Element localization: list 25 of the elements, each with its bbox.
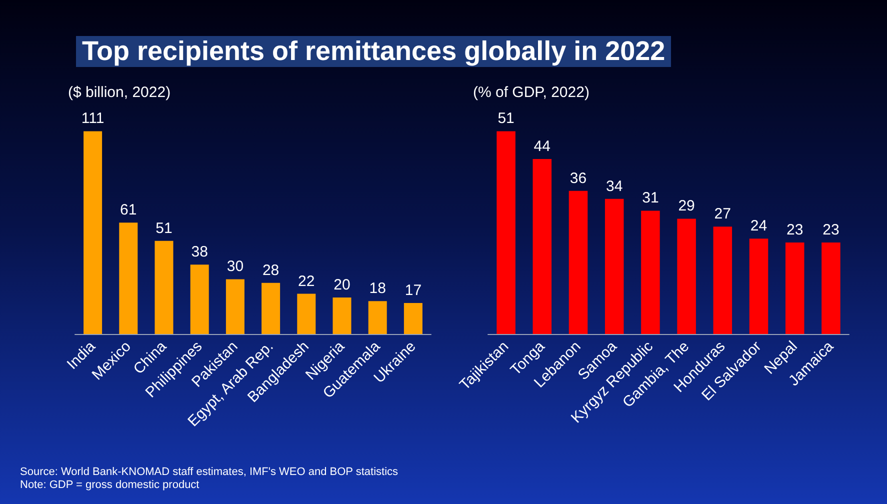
data-label: 111: [81, 110, 104, 128]
data-label: 30: [226, 258, 244, 276]
data-label: 23: [822, 222, 840, 239]
data-label: 23: [786, 222, 804, 239]
data-label: 51: [156, 220, 172, 237]
chart-subtitle: ($ billion, 2022): [68, 84, 171, 101]
data-label: 28: [262, 262, 280, 279]
data-label: 36: [570, 170, 587, 187]
data-label: 61: [120, 202, 137, 219]
data-label: 18: [369, 280, 386, 298]
chart-subtitle: (% of GDP, 2022): [473, 84, 590, 101]
data-label: 22: [298, 272, 315, 290]
source-note: Source: World Bank-KNOMAD staff estimates, IMF's WEO and BOP statistics: [20, 466, 398, 478]
data-label: 17: [404, 282, 422, 299]
data-label: 27: [714, 206, 731, 223]
data-label: 38: [191, 244, 208, 261]
data-label: 29: [678, 198, 695, 215]
data-label: 34: [606, 178, 623, 195]
data-label: 31: [642, 190, 659, 207]
data-label: 20: [334, 276, 350, 294]
text: Note: GDP = gross domestic product: [20, 479, 200, 491]
chart-title: Top recipients of remittances globally in 2022: [76, 36, 672, 67]
data-label: 51: [498, 110, 514, 128]
data-label: 44: [534, 138, 550, 156]
data-label: 24: [750, 218, 768, 235]
